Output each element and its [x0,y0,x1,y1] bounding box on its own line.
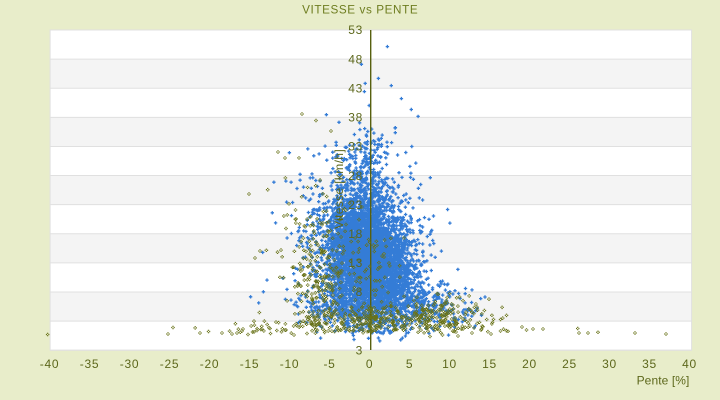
svg-text:30: 30 [602,357,617,371]
svg-text:53: 53 [348,23,363,37]
svg-text:40: 40 [682,357,697,371]
svg-text:35: 35 [642,357,657,371]
svg-text:48: 48 [348,52,363,66]
svg-text:-40: -40 [40,357,59,371]
svg-text:Vitesse [km/h]: Vitesse [km/h] [332,149,346,229]
svg-text:8: 8 [356,285,363,299]
svg-text:-5: -5 [323,357,335,371]
svg-text:23: 23 [348,198,363,212]
svg-text:-20: -20 [200,357,219,371]
svg-text:Pente [%]: Pente [%] [637,373,690,387]
svg-text:-10: -10 [280,357,299,371]
svg-text:3: 3 [356,314,363,328]
svg-text:13: 13 [348,256,363,270]
svg-text:20: 20 [522,357,537,371]
svg-text:3: 3 [356,343,363,357]
svg-text:15: 15 [482,357,497,371]
svg-text:5: 5 [406,357,413,371]
svg-text:-30: -30 [120,357,139,371]
svg-text:25: 25 [562,357,577,371]
svg-text:-15: -15 [240,357,259,371]
svg-text:10: 10 [442,357,457,371]
svg-text:-35: -35 [80,357,99,371]
svg-text:18: 18 [348,227,363,241]
svg-text:-25: -25 [160,357,179,371]
svg-text:43: 43 [348,81,363,95]
svg-text:0: 0 [366,357,373,371]
svg-text:38: 38 [348,111,363,125]
svg-text:28: 28 [348,169,363,183]
svg-text:33: 33 [348,140,363,154]
svg-text:VITESSE vs PENTE: VITESSE vs PENTE [302,4,418,17]
